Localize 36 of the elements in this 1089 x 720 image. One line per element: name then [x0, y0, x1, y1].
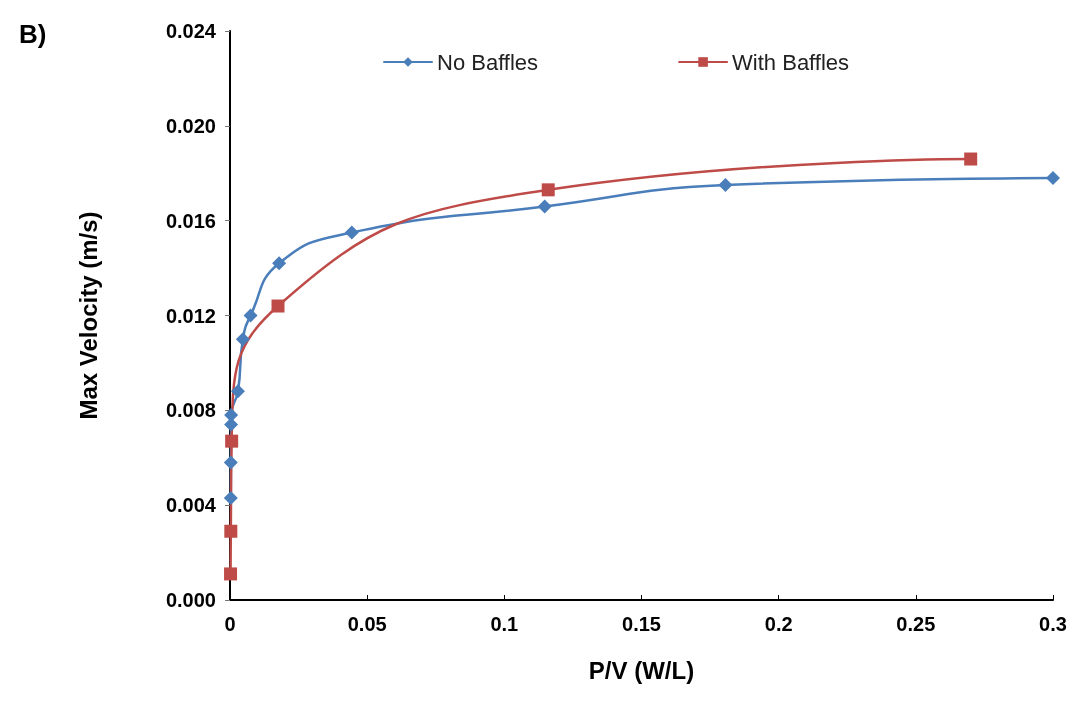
- legend-label: With Baffles: [732, 49, 850, 75]
- point: [541, 183, 555, 197]
- chart-title: B): [19, 19, 47, 49]
- y-tick-label: 0.020: [165, 114, 216, 137]
- point: [225, 434, 239, 448]
- x-axis-title: P/V (W/L): [588, 656, 695, 684]
- y-tick-label: 0.008: [165, 399, 216, 422]
- point: [224, 524, 238, 538]
- x-tick-label: 0.3: [1039, 613, 1067, 635]
- point: [223, 455, 238, 470]
- point: [230, 384, 245, 399]
- legend-label: No Baffles: [437, 49, 539, 75]
- x-tick-label: 0.2: [764, 613, 793, 635]
- point: [243, 308, 258, 323]
- point: [271, 299, 285, 313]
- point: [344, 225, 359, 240]
- x-tick-label: 0.15: [622, 613, 661, 635]
- y-tick-label: 0.016: [165, 209, 216, 232]
- x-tick-label: 0.25: [896, 613, 936, 635]
- x-tick-label: 0.05: [347, 613, 387, 635]
- y-tick-label: 0.004: [165, 494, 217, 517]
- point: [223, 491, 238, 506]
- y-tick-label: 0.012: [165, 304, 216, 327]
- point: [224, 567, 238, 581]
- point: [718, 178, 733, 193]
- point: [1046, 170, 1060, 185]
- point: [235, 332, 250, 347]
- y-tick-label: 0.024: [165, 20, 217, 42]
- point: [224, 417, 239, 432]
- point: [272, 256, 287, 271]
- point: [964, 152, 978, 166]
- y-tick-label: 0.000: [165, 589, 216, 611]
- x-tick-label: 0: [224, 613, 236, 635]
- x-tick-label: 0.1: [490, 613, 519, 635]
- y-axis-title: Max Velocity (m/s): [74, 211, 102, 420]
- point: [537, 199, 552, 214]
